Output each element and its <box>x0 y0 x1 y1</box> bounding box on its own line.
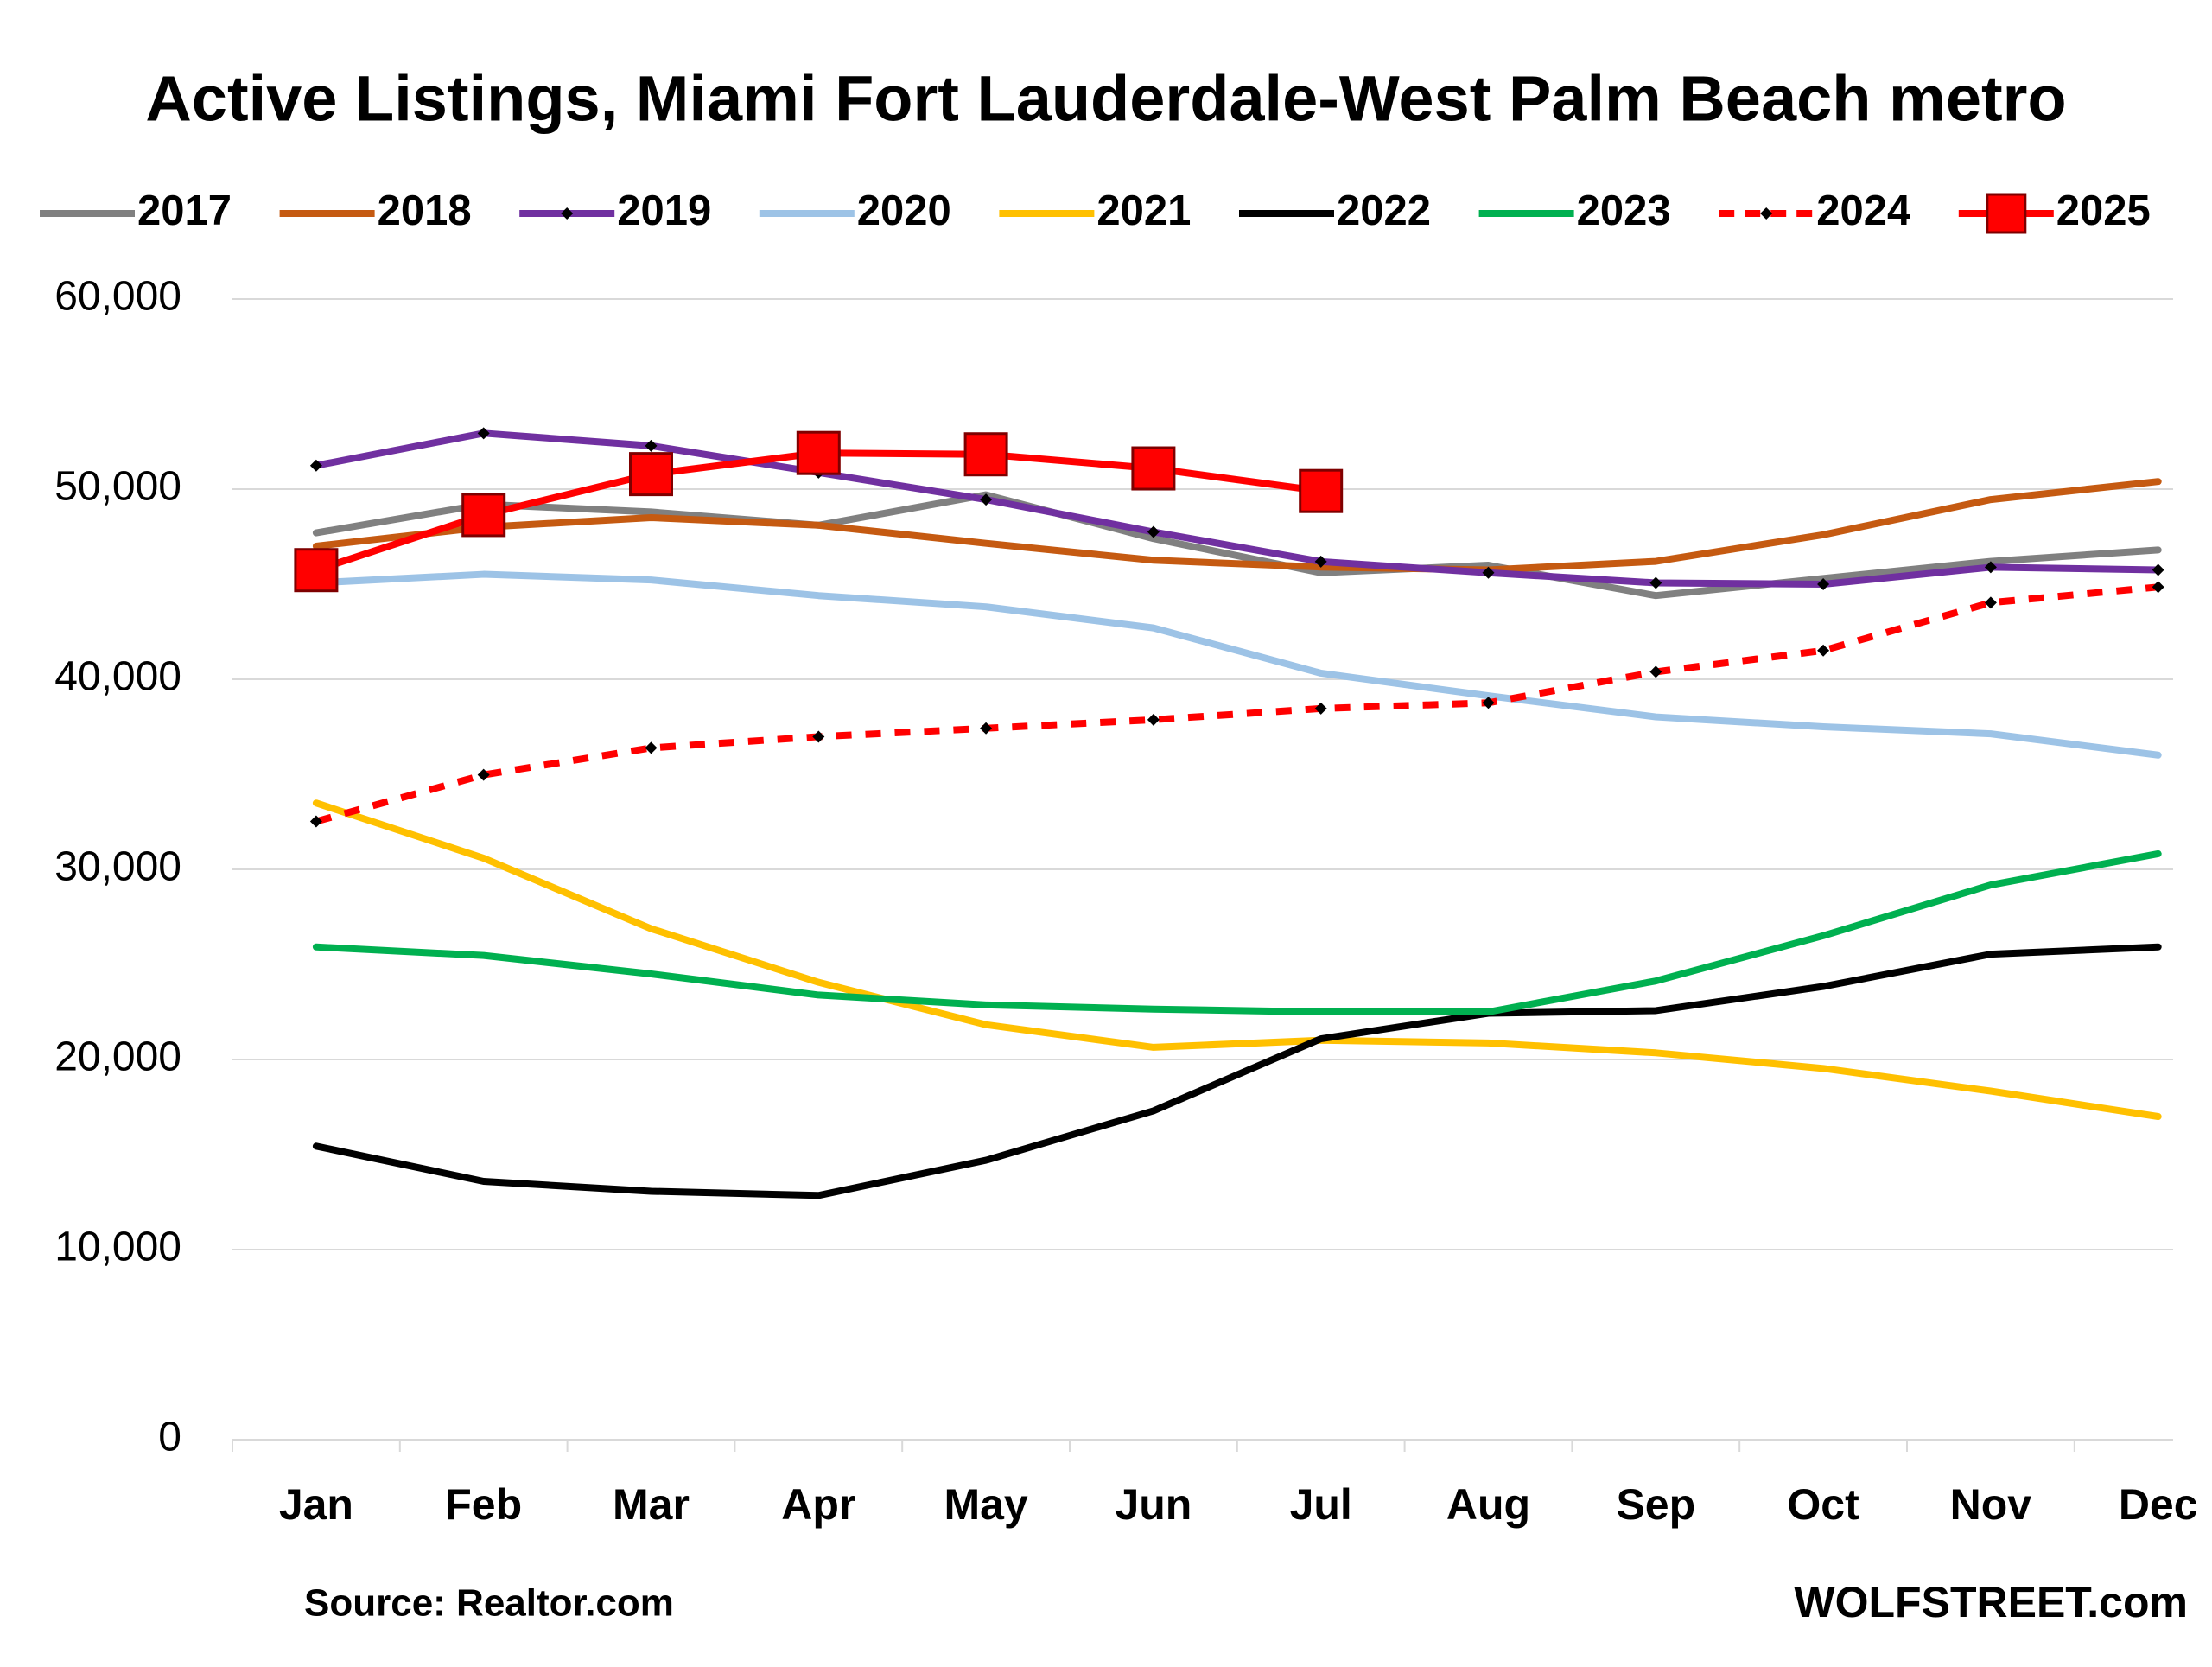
y-tick-label: 0 <box>158 1415 181 1460</box>
x-tick-label: Nov <box>1950 1480 2032 1529</box>
marker <box>2152 563 2164 576</box>
marker <box>477 427 490 440</box>
marker <box>1984 596 1997 609</box>
marker <box>309 815 322 828</box>
marker <box>980 722 993 735</box>
marker <box>1817 644 1830 657</box>
x-tick-label: Jul <box>1290 1480 1352 1529</box>
marker <box>796 430 841 475</box>
marker <box>1314 702 1327 715</box>
marker <box>1482 566 1495 579</box>
marker <box>1984 561 1997 574</box>
marker <box>980 493 993 506</box>
legend-label: 2024 <box>1816 188 1910 234</box>
series-line <box>312 799 2162 1120</box>
marker <box>963 432 1008 477</box>
marker <box>1299 468 1344 513</box>
marker <box>1817 578 1830 590</box>
x-tick-label: Sep <box>1616 1480 1695 1529</box>
legend-label: 2021 <box>1096 188 1191 234</box>
x-tick-label: Mar <box>613 1480 690 1529</box>
legend-marker <box>1986 193 2027 234</box>
marker <box>629 452 673 497</box>
series-line <box>312 849 2162 1015</box>
x-tick-label: Oct <box>1787 1480 1859 1529</box>
marker <box>645 439 658 452</box>
series-line <box>312 429 2162 588</box>
series-line <box>312 943 2162 1199</box>
legend-label: 2018 <box>378 188 472 234</box>
legend-label: 2017 <box>137 188 232 234</box>
x-tick-label: Jun <box>1115 1480 1192 1529</box>
marker <box>2152 581 2164 594</box>
marker <box>1147 525 1160 538</box>
series-line <box>312 478 2162 574</box>
legend-marker <box>561 207 574 220</box>
legend-label: 2019 <box>617 188 711 234</box>
legend-marker <box>1760 207 1773 220</box>
series-line <box>312 570 2162 759</box>
x-tick-label: Apr <box>781 1480 855 1529</box>
marker <box>1649 576 1662 589</box>
marker <box>461 493 506 538</box>
y-tick-label: 30,000 <box>54 844 181 890</box>
series-line <box>312 491 2162 600</box>
marker <box>1147 713 1160 726</box>
marker <box>645 741 658 754</box>
legend-label: 2023 <box>1577 188 1671 234</box>
x-tick-label: Aug <box>1446 1480 1530 1529</box>
marker <box>294 548 339 593</box>
x-tick-label: Dec <box>2119 1480 2198 1529</box>
y-tick-label: 60,000 <box>54 274 181 320</box>
marker <box>477 768 490 781</box>
y-tick-label: 20,000 <box>54 1034 181 1080</box>
marker <box>1314 555 1327 568</box>
marker <box>812 730 825 743</box>
x-tick-label: May <box>944 1480 1027 1529</box>
legend-label: 2022 <box>1337 188 1431 234</box>
x-tick-label: Feb <box>445 1480 522 1529</box>
marker <box>1131 446 1176 491</box>
chart-title: Active Listings, Miami Fort Lauderdale-W… <box>145 63 2066 135</box>
credit: WOLFSTREET.com <box>1794 1578 2188 1626</box>
y-tick-label: 10,000 <box>54 1225 181 1270</box>
marker <box>309 459 322 472</box>
source-note: Source: Realtor.com <box>304 1582 674 1625</box>
x-tick-label: Jan <box>279 1480 353 1529</box>
legend-label: 2020 <box>857 188 951 234</box>
marker <box>1649 665 1662 678</box>
y-tick-label: 50,000 <box>54 464 181 510</box>
y-tick-label: 40,000 <box>54 654 181 700</box>
marker <box>1482 697 1495 709</box>
legend-label: 2025 <box>2056 188 2151 234</box>
